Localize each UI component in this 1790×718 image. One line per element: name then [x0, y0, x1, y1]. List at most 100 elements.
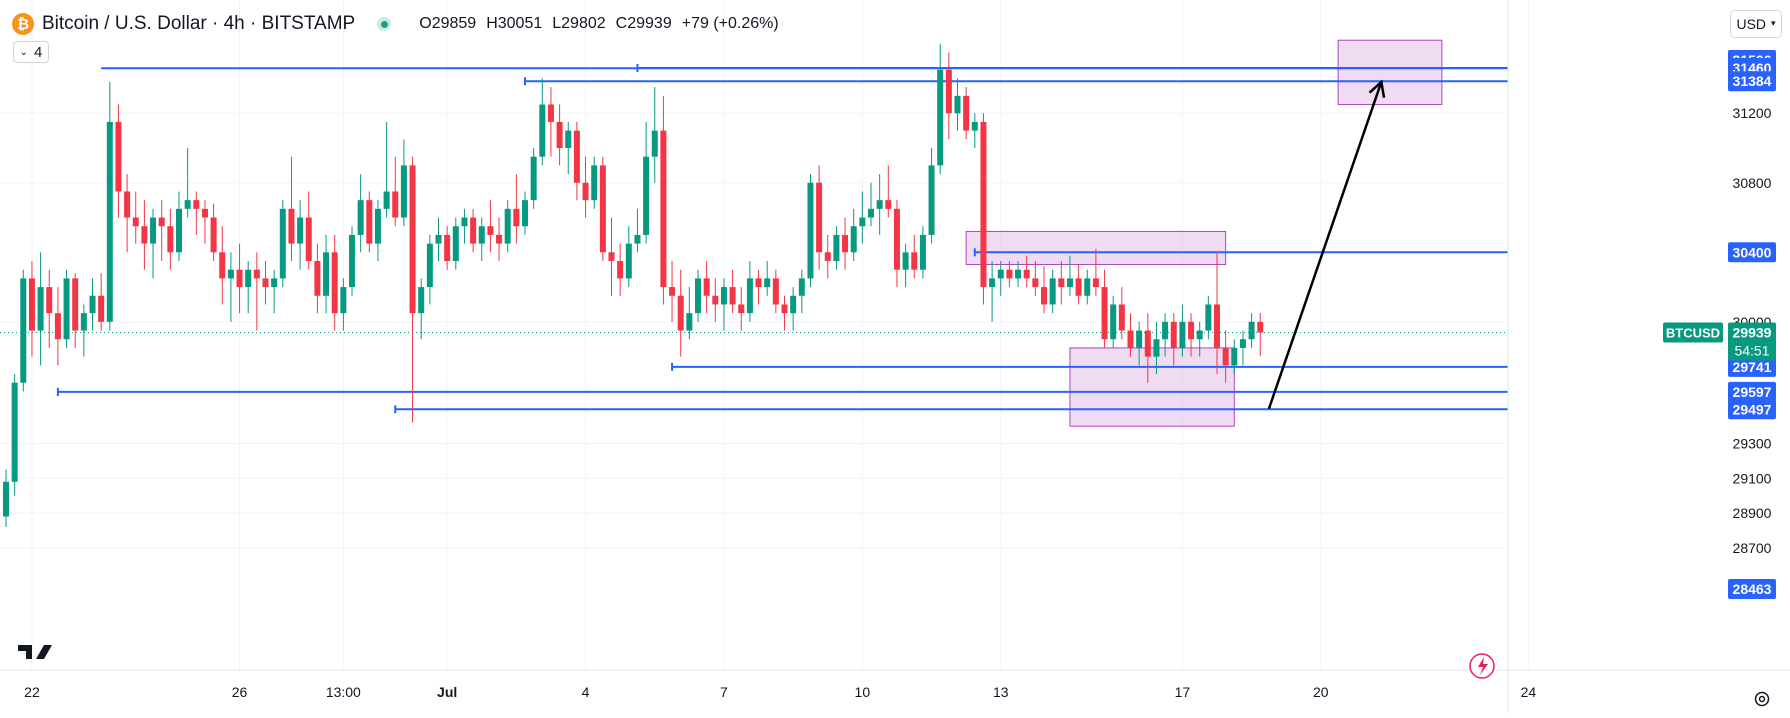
candle-body [1153, 339, 1160, 357]
candle-body [72, 278, 79, 331]
candle-body [591, 165, 598, 201]
candle-body [227, 269, 234, 279]
candle-body [80, 313, 87, 331]
candle-body [63, 278, 70, 340]
price-badge-label: 29741 [1733, 359, 1772, 375]
candle-body [496, 234, 503, 244]
ohlc-low-label: L [552, 15, 562, 32]
candle-body [400, 165, 407, 218]
price-badge-31384 [1728, 71, 1776, 92]
indicators-count-button[interactable]: ⌄ 4 [13, 41, 49, 63]
ohlc-low-value: 29802 [561, 15, 606, 32]
candle-body [772, 278, 779, 305]
candle-body [1214, 304, 1220, 348]
candle-body [262, 278, 269, 288]
ohlc-close-value: 29939 [627, 15, 672, 32]
candle-body [522, 200, 528, 227]
gear-icon[interactable] [1752, 689, 1772, 709]
candle-body [1084, 278, 1091, 296]
currency-selector[interactable]: USD ▾ [1730, 10, 1782, 38]
candle-body [1023, 269, 1030, 279]
candle-body [1058, 278, 1065, 288]
countdown-label: 54:51 [1734, 342, 1769, 358]
y-tick-label: 28700 [1733, 540, 1772, 556]
trend-arrow [1267, 81, 1383, 410]
x-tick-label: 4 [582, 684, 590, 700]
candle-body [617, 261, 624, 279]
candle-body [1222, 347, 1229, 366]
symbol-tag [1663, 322, 1723, 343]
candle-body [573, 130, 580, 183]
candle-body [755, 278, 762, 288]
candle-body [3, 481, 9, 517]
upper-target-zone [1337, 39, 1443, 106]
candle-body [1092, 278, 1099, 288]
candle-body [1118, 304, 1125, 331]
candle-body [357, 200, 364, 235]
x-tick-label: 13 [993, 684, 1009, 700]
symbol-title[interactable]: Bitcoin / U.S. Dollar · 4h · BITSTAMP [42, 13, 356, 34]
price-badge-29597 [1728, 381, 1776, 402]
candle-body [305, 217, 312, 261]
candle-body [1006, 269, 1013, 279]
candle-body [1136, 330, 1143, 348]
candle-body [738, 304, 745, 314]
candle-body [1248, 321, 1255, 340]
bitcoin-logo-icon: ₿ [12, 13, 34, 35]
candle-body [374, 208, 381, 244]
candle-body [634, 234, 641, 244]
candle-body [833, 234, 840, 261]
candle-body [945, 69, 952, 114]
candle-body [582, 182, 589, 201]
candle-body [1196, 330, 1203, 340]
candle-body [253, 269, 260, 279]
candle-body [46, 287, 53, 314]
candle-body [219, 252, 226, 279]
candle-body [530, 156, 537, 201]
candle-body [703, 278, 710, 296]
ohlc-open-label: O [419, 15, 432, 32]
x-tick-label: 13:00 [326, 684, 361, 700]
candle-body [392, 191, 399, 218]
candle-body [695, 278, 701, 314]
price-badge-29741 [1728, 356, 1776, 377]
candle-body [1257, 321, 1264, 333]
ohlc-open-value: 29859 [431, 15, 477, 32]
candle-body [868, 208, 874, 218]
candle-body [1231, 347, 1238, 366]
x-tick-label: 10 [855, 684, 871, 700]
currency-label: USD [1736, 16, 1767, 32]
candle-body [1075, 278, 1082, 296]
x-tick-label: 7 [720, 684, 728, 700]
ohlc-close: C29939 [616, 15, 672, 33]
candle-body [677, 295, 684, 331]
chart-header: ₿ Bitcoin / U.S. Dollar · 4h · BITSTAMP … [12, 10, 779, 38]
candle-body [1101, 287, 1108, 340]
candle-body [141, 226, 148, 244]
market-open-icon[interactable] [377, 17, 392, 31]
candle-body [418, 287, 425, 314]
candle-body [963, 95, 970, 131]
candle-body [426, 243, 433, 288]
candle-body [669, 287, 676, 296]
candle-body [409, 165, 416, 314]
candle-body [729, 287, 736, 305]
candle-body [859, 217, 866, 227]
candle-body [20, 278, 27, 383]
x-tick-label: 22 [24, 684, 40, 700]
candle-body [89, 295, 96, 314]
candle-body [893, 208, 900, 270]
logo-part [18, 645, 32, 659]
candle-body [106, 121, 113, 322]
y-tick-label: 31200 [1733, 105, 1772, 121]
candle-body [236, 269, 243, 288]
candle-body [798, 278, 805, 296]
candle-body [1110, 304, 1117, 340]
candle-body [452, 226, 459, 261]
candle-body [366, 200, 373, 244]
candle-body [150, 217, 157, 244]
candle-body [210, 217, 217, 253]
current-price-label: 29939 [1733, 324, 1772, 340]
